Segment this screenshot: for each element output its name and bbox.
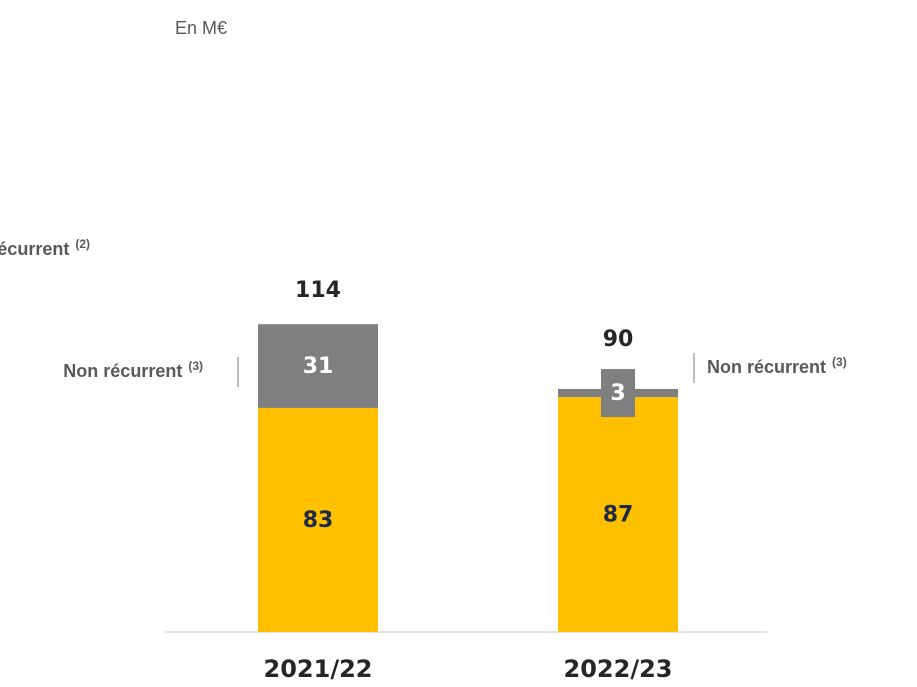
value-label: 87 — [603, 503, 634, 528]
value-label: 3 — [610, 381, 625, 406]
bar-segment — [558, 397, 678, 632]
x-tick-label: 2022/23 — [564, 655, 673, 683]
total-label: 114 — [295, 278, 341, 303]
legend-name: Récurrent — [0, 239, 69, 259]
legend-label: Non récurrent (3) — [63, 359, 203, 381]
bar-segment — [258, 407, 378, 632]
chart-subtitle: En M€ — [175, 18, 227, 38]
bar-segment — [258, 324, 378, 408]
legend-label: Non récurrent (3) — [707, 355, 847, 377]
legend-note: (3) — [188, 359, 203, 373]
legend-note: (2) — [75, 237, 90, 251]
value-label: 83 — [303, 508, 334, 533]
legend-note: (3) — [832, 355, 847, 369]
value-label-box — [601, 369, 635, 418]
legend-label: Récurrent (2) — [0, 237, 90, 259]
legend-name: Non récurrent — [63, 361, 182, 381]
legend-name: Non récurrent — [707, 357, 826, 377]
total-label: 90 — [603, 327, 634, 352]
value-label: 31 — [303, 354, 334, 379]
x-tick-label: 2021/22 — [264, 655, 373, 683]
